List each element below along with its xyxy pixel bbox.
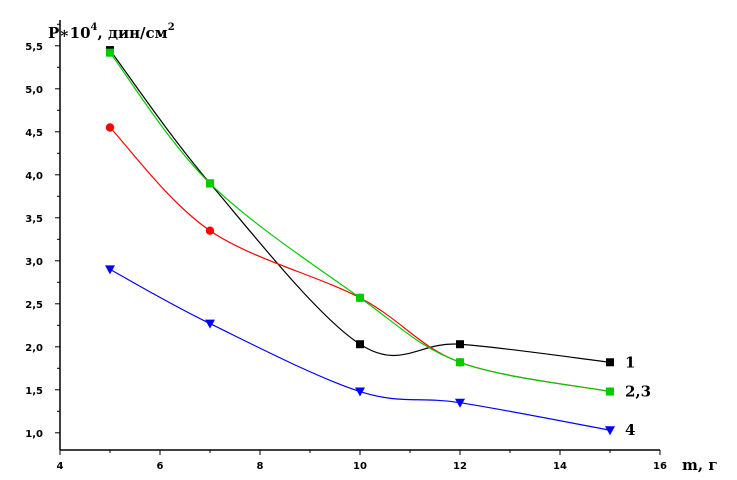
labels-layer: 12,34 [625,353,651,439]
curve-label: 4 [625,421,635,439]
data-point-series-3 [456,358,464,367]
y-tick-label: 1,5 [25,386,43,397]
series-line-1 [109,49,611,363]
data-point-series-4 [605,426,615,436]
y-tick-label: 1,0 [25,429,43,440]
data-point-series-4 [105,265,115,275]
data-point-series-3 [356,293,364,302]
data-point-series-1 [356,340,364,349]
x-tick-label: 14 [553,461,567,472]
data-point-series-3 [206,179,214,188]
series-line-4 [109,268,611,431]
data-point-series-3 [606,387,614,396]
data-point-series-4 [355,387,365,397]
curve-label: 1 [625,353,635,371]
y-tick-label: 2,5 [25,300,43,311]
curve-label: 2,3 [625,383,651,401]
y-axis-title: P∗104, дин/см2 [48,22,175,42]
series-layer [109,49,611,431]
y-tick-label: 3,5 [25,214,43,225]
data-point-series-4 [455,398,465,408]
x-tick-label: 16 [653,461,667,472]
x-tick-label: 8 [257,461,264,472]
markers-layer [105,46,615,436]
x-axis-title: m, г [682,456,718,474]
x-tick-label: 4 [57,461,64,472]
y-tick-label: 4,5 [25,128,43,139]
data-point-series-3 [106,48,114,57]
data-point-series-1 [606,358,614,367]
y-tick-label: 5,5 [25,42,43,53]
axes: 4 6 8 10 12 14 161,01,52,02,53,03,54,04,55,05,… [25,20,667,472]
data-point-series-1 [456,340,464,349]
x-tick-label: 12 [453,461,467,472]
y-tick-label: 3,0 [25,257,43,268]
x-tick-label: 6 [157,461,164,472]
data-point-series-2 [105,123,115,132]
y-tick-label: 4,0 [25,171,43,182]
x-tick-label: 10 [353,461,367,472]
data-point-series-2 [205,226,215,235]
y-tick-label: 2,0 [25,343,43,354]
data-point-series-4 [205,319,215,329]
y-tick-label: 5,0 [25,85,43,96]
